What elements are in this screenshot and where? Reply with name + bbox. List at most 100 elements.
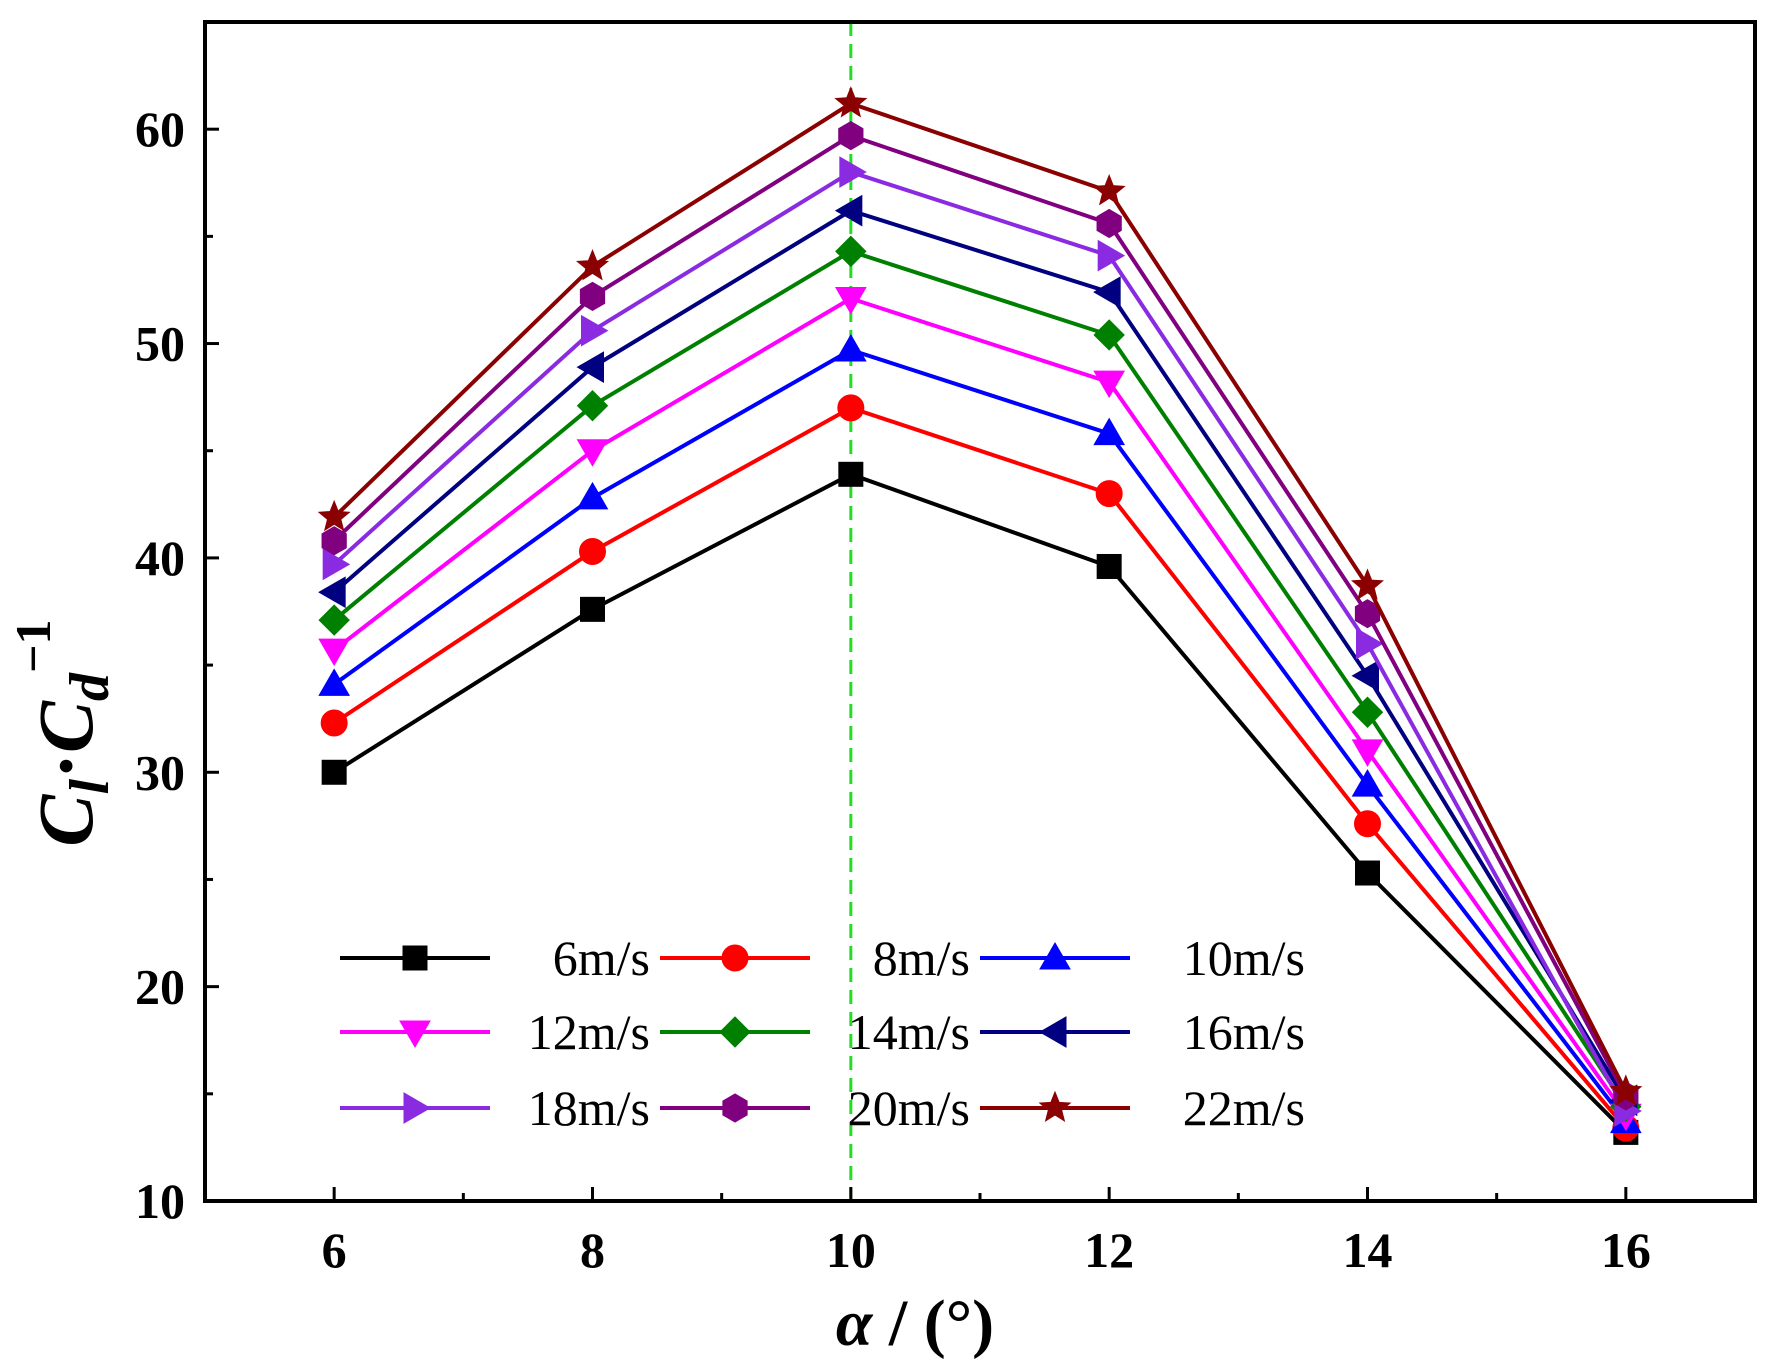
x-axis-unit: / (°): [872, 1287, 994, 1360]
legend-label: 12m/s: [528, 1004, 650, 1060]
legend-label: 16m/s: [1183, 1004, 1305, 1060]
data-point: [835, 235, 867, 268]
y-tick-label: 40: [135, 530, 185, 586]
data-point: [1351, 739, 1384, 767]
legend-label: 20m/s: [848, 1080, 970, 1136]
series-22m/s: [317, 86, 1643, 1106]
x-axis-title: α / (°): [836, 1287, 994, 1360]
series-6m/s: [321, 461, 1639, 1145]
x-tick-label: 12: [1084, 1222, 1134, 1278]
legend-item: 10m/s: [980, 930, 1305, 986]
legend-item: 16m/s: [980, 1004, 1305, 1060]
data-point: [321, 526, 347, 556]
data-point: [318, 668, 351, 696]
data-point: [834, 86, 868, 118]
data-point: [581, 314, 609, 347]
legend-item: 14m/s: [660, 1004, 970, 1060]
data-point: [320, 709, 348, 737]
series-line: [332, 208, 1628, 1102]
legend-marker: [721, 944, 749, 972]
series-layer: [317, 86, 1643, 1145]
legend-marker: [399, 1020, 431, 1049]
data-point: [579, 281, 606, 311]
data-point: [1350, 568, 1385, 600]
legend-label: 8m/s: [873, 930, 970, 986]
data-point: [575, 249, 610, 281]
series-18m/s: [322, 156, 1642, 1127]
data-point: [834, 333, 867, 362]
series-line: [332, 133, 1628, 1097]
data-point: [580, 596, 605, 622]
data-point: [1093, 276, 1121, 308]
data-point: [838, 461, 864, 487]
x-tick-label: 8: [580, 1222, 605, 1278]
data-point: [1095, 480, 1123, 508]
x-tick-label: 10: [826, 1222, 876, 1278]
series-line: [332, 170, 1628, 1112]
legend-label: 14m/s: [848, 1004, 970, 1060]
data-point: [579, 537, 606, 565]
y-axis-title: Cl·Cd−1: [5, 619, 121, 846]
x-tick-label: 14: [1343, 1222, 1393, 1278]
data-point: [1097, 239, 1126, 272]
data-point: [576, 481, 609, 510]
legend-marker: [403, 1092, 432, 1124]
series-20m/s: [321, 121, 1639, 1111]
y-axis-base1: C: [22, 794, 109, 847]
legend-marker: [719, 1016, 751, 1048]
data-point: [1096, 208, 1122, 239]
series-line: [332, 101, 1628, 1093]
legend-label: 18m/s: [528, 1080, 650, 1136]
y-tick-label: 50: [135, 316, 185, 372]
data-point: [1351, 659, 1379, 692]
data-point: [1093, 417, 1126, 446]
y-axis-sub2: d: [59, 672, 121, 701]
data-point: [1093, 370, 1126, 399]
data-point: [1351, 696, 1384, 728]
y-axis-sup2: −1: [5, 619, 61, 673]
data-point: [576, 439, 609, 467]
series-line: [333, 472, 1628, 1134]
series-line: [332, 347, 1628, 1123]
data-point: [1351, 769, 1384, 797]
legend-label: 10m/s: [1183, 930, 1305, 986]
y-axis-sub1: l: [59, 779, 121, 795]
legend-label: 22m/s: [1183, 1080, 1305, 1136]
data-point: [317, 499, 351, 532]
series-10m/s: [318, 333, 1642, 1134]
legend-marker: [1039, 941, 1071, 970]
x-tick-label: 16: [1601, 1222, 1651, 1278]
legend-item: 20m/s: [660, 1080, 970, 1136]
data-point: [1355, 860, 1380, 886]
x-axis-symbol: α: [836, 1287, 874, 1360]
series-line: [332, 249, 1628, 1108]
data-point: [834, 194, 863, 227]
data-point: [1354, 810, 1381, 838]
series-line: [332, 296, 1628, 1117]
data-point: [1609, 1074, 1643, 1106]
data-point: [322, 548, 351, 581]
data-point: [839, 156, 867, 188]
legend-marker: [1038, 1090, 1072, 1123]
y-tick-label: 60: [135, 101, 185, 157]
x-tick-label: 6: [322, 1222, 347, 1278]
y-tick-label: 20: [135, 959, 185, 1015]
legend-item: 12m/s: [340, 1004, 650, 1060]
legend-item: 18m/s: [340, 1080, 650, 1136]
y-axis-base2: C: [22, 700, 109, 753]
series-line: [333, 405, 1628, 1130]
data-point: [576, 390, 609, 422]
data-point: [318, 638, 351, 667]
legend-marker: [402, 945, 428, 971]
legend-item: 6m/s: [340, 930, 650, 986]
legend-item: 8m/s: [660, 930, 970, 986]
y-tick-label: 30: [135, 744, 185, 800]
data-point: [318, 604, 350, 636]
data-point: [834, 287, 867, 315]
data-point: [1093, 319, 1125, 351]
y-tick-label: 10: [135, 1173, 185, 1229]
data-point: [576, 351, 604, 383]
ticks-layer: 6 8 10 12 14 16 10 20 30 40 50 60: [135, 101, 1651, 1278]
data-point: [1096, 553, 1122, 579]
